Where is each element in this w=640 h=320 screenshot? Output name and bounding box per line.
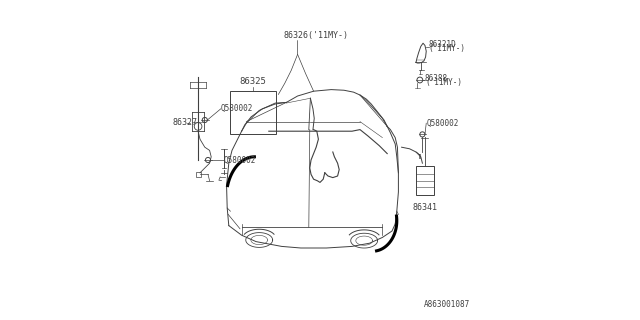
Bar <box>230 91 276 134</box>
Bar <box>416 166 434 195</box>
Text: 86341: 86341 <box>412 203 437 212</box>
Bar <box>196 172 201 177</box>
Text: ('11MY-): ('11MY-) <box>425 78 462 87</box>
Text: ('11MY-): ('11MY-) <box>429 44 466 53</box>
Text: 86321D: 86321D <box>429 40 456 49</box>
Text: 86388: 86388 <box>425 74 448 83</box>
Text: Q580002: Q580002 <box>426 119 459 128</box>
Text: 86325: 86325 <box>239 77 266 86</box>
Text: Q580002: Q580002 <box>224 156 257 164</box>
Text: A863001087: A863001087 <box>424 300 470 309</box>
Text: 86326('11MY-): 86326('11MY-) <box>283 31 348 40</box>
Text: 86327: 86327 <box>173 118 198 127</box>
Text: Q580002: Q580002 <box>221 104 253 113</box>
